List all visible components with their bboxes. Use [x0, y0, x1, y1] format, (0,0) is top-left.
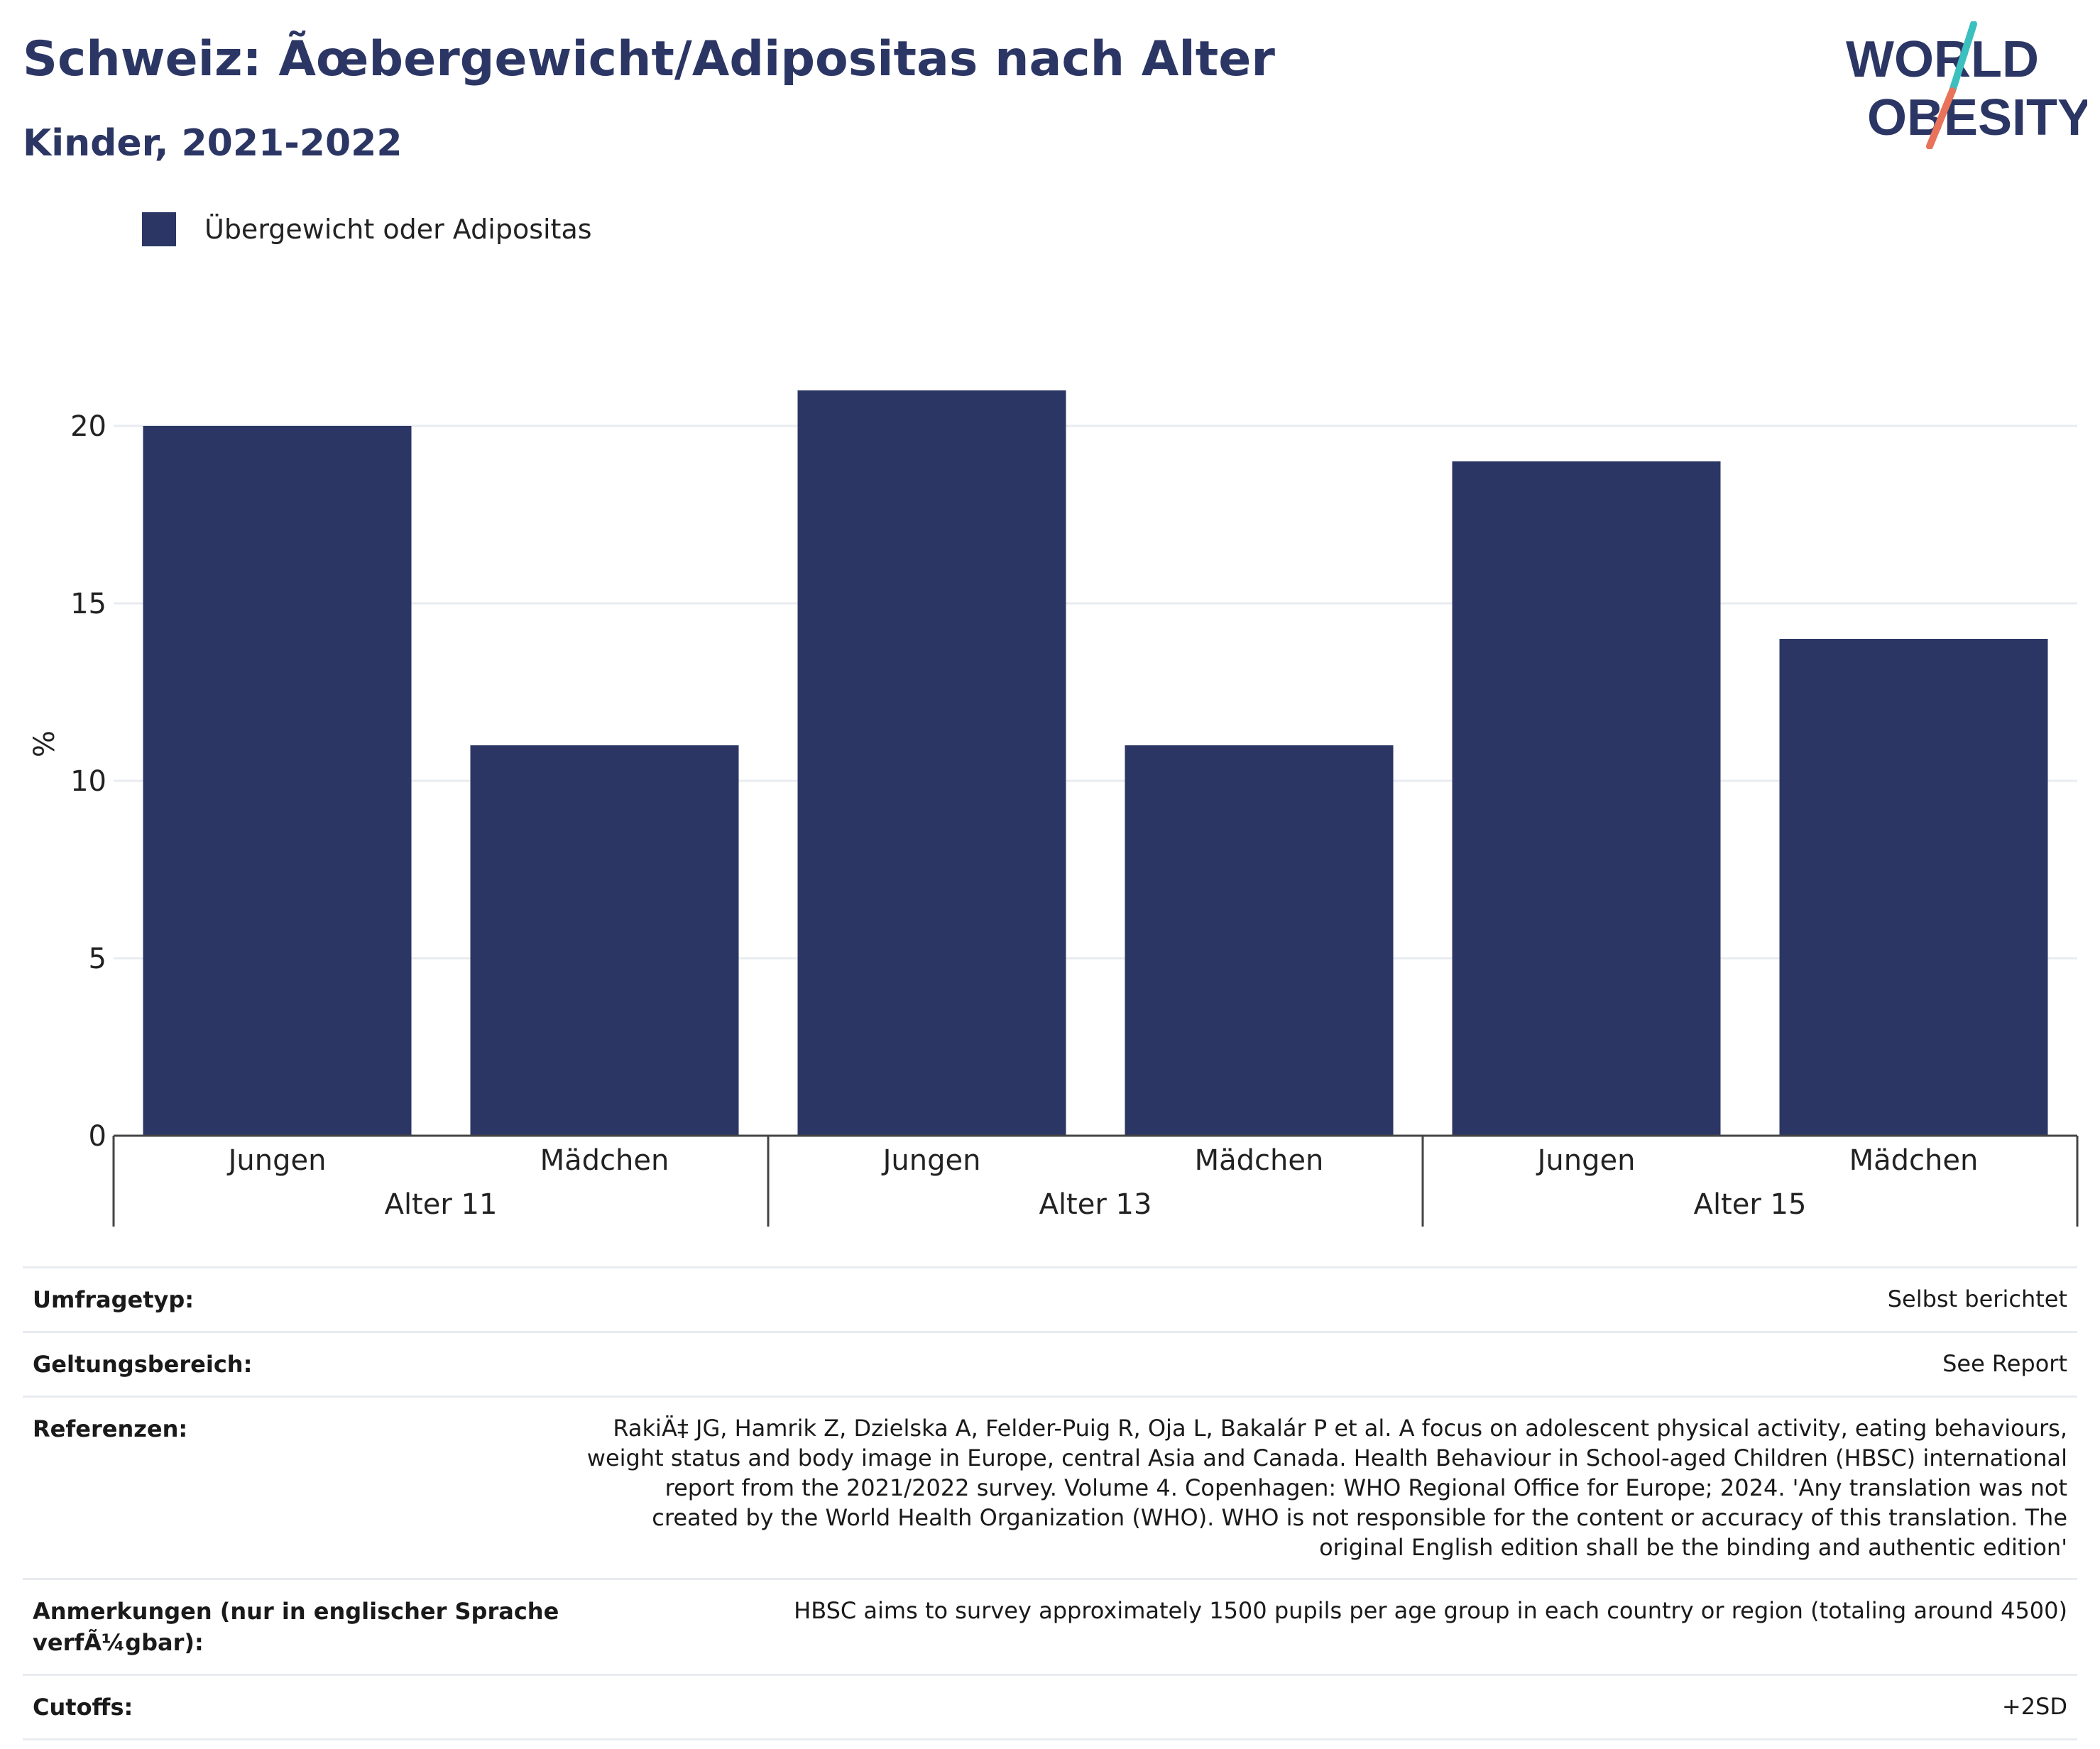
metadata-key: Referenzen:	[33, 1415, 188, 1442]
bar[interactable]	[470, 745, 739, 1136]
chart-title: Schweiz: Ãœbergewicht/Adipositas nach Al…	[23, 31, 1275, 87]
metadata-row: Referenzen: RakiÄ‡ JG, Hamrik Z, Dzielska…	[23, 1396, 2077, 1578]
x-tick-label: Mädchen	[540, 1144, 669, 1177]
grid-lines	[114, 424, 2077, 960]
metadata-row: Anmerkungen (nur in englischer Sprache v…	[23, 1578, 2077, 1674]
y-tick-label: 10	[70, 765, 106, 798]
chart-subtitle: Kinder, 2021-2022	[23, 122, 403, 165]
bar[interactable]	[797, 390, 1066, 1136]
metadata-table: Umfragetyp: Selbst berichtet Geltungsberei…	[23, 1266, 2077, 1740]
bar[interactable]	[1452, 461, 1721, 1136]
axes: 0 5 10 15 20 Jungen Mädchen Jungen Mädchen Jungen…	[70, 410, 2079, 1227]
logo-slash-teal	[1949, 21, 1977, 94]
x-tick-label: Jungen	[881, 1144, 981, 1177]
x-tick-label: Mädchen	[1195, 1144, 1324, 1177]
x-tick-label: Jungen	[226, 1144, 327, 1177]
metadata-key: Cutoffs:	[33, 1694, 133, 1721]
metadata-value: HBSC aims to survey approximately 1500 p…	[794, 1597, 2067, 1624]
logo-slash-coral	[1926, 87, 1956, 149]
metadata-row: Cutoffs: +2SD	[23, 1674, 2077, 1740]
y-tick-label: 20	[70, 410, 106, 443]
bar[interactable]	[1125, 745, 1394, 1136]
x-tick-label: Mädchen	[1849, 1144, 1979, 1177]
bar-chart: 0 5 10 15 20 Jungen Mädchen Jungen Mädchen Jungen…	[28, 390, 2079, 1227]
legend[interactable]: Übergewicht oder Adipositas	[142, 212, 592, 247]
group-label: Alter 13	[1039, 1188, 1152, 1221]
y-axis-label: %	[28, 730, 61, 757]
metadata-value: Selbst berichtet	[1887, 1285, 2067, 1312]
bars	[143, 390, 2048, 1136]
y-tick-label: 15	[70, 588, 106, 620]
y-tick-label: 0	[89, 1120, 106, 1153]
group-label: Alter 15	[1694, 1188, 1807, 1221]
logo-line-obesity: OBESITY	[1867, 89, 2087, 146]
world-obesity-logo: WORLD OBESITY	[1846, 21, 2087, 149]
legend-swatch	[142, 212, 176, 246]
bar[interactable]	[1779, 639, 2048, 1136]
metadata-row: Geltungsbereich: See Report	[23, 1331, 2077, 1396]
metadata-key: Anmerkungen (nur in englischer Sprache v…	[33, 1598, 559, 1656]
x-tick-label: Jungen	[1536, 1144, 1636, 1177]
bar[interactable]	[143, 426, 412, 1136]
logo-line-world: WORLD	[1846, 31, 2039, 88]
group-label: Alter 11	[385, 1188, 498, 1221]
metadata-key: Umfragetyp:	[33, 1286, 195, 1313]
metadata-row: Umfragetyp: Selbst berichtet	[23, 1266, 2077, 1331]
metadata-value: RakiÄ‡ JG, Hamrik Z, Dzielska A, Felder-…	[586, 1415, 2067, 1561]
legend-label: Übergewicht oder Adipositas	[204, 214, 592, 245]
metadata-key: Geltungsbereich:	[33, 1351, 253, 1378]
metadata-value: +2SD	[2001, 1693, 2067, 1720]
metadata-value: See Report	[1942, 1350, 2067, 1377]
y-tick-label: 5	[89, 943, 106, 975]
